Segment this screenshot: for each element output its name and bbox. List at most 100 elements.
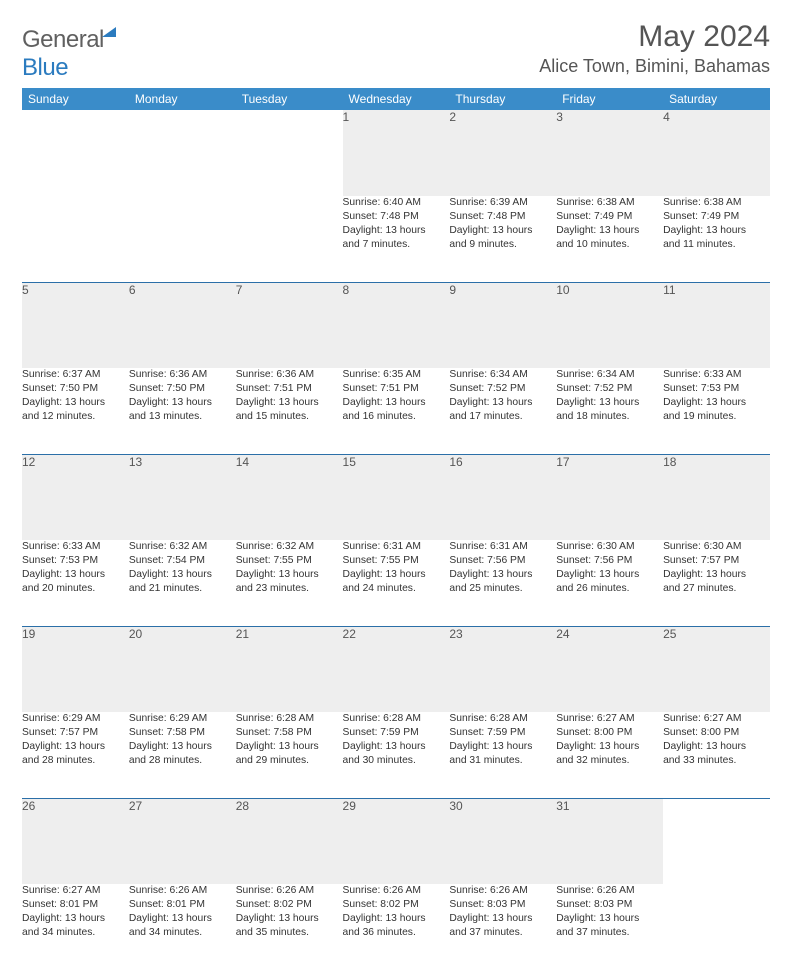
day-body-cell: Sunrise: 6:26 AMSunset: 8:03 PMDaylight:… — [449, 884, 556, 970]
sunset-text: Sunset: 7:57 PM — [663, 554, 770, 568]
day-body-row: Sunrise: 6:29 AMSunset: 7:57 PMDaylight:… — [22, 712, 770, 798]
sunrise-text: Sunrise: 6:33 AM — [22, 540, 129, 554]
day-body-cell — [129, 196, 236, 282]
daylight-text: and 28 minutes. — [22, 754, 129, 768]
day-body-cell: Sunrise: 6:37 AMSunset: 7:50 PMDaylight:… — [22, 368, 129, 454]
logo-part2: Blue — [22, 54, 68, 81]
daylight-text: Daylight: 13 hours — [663, 224, 770, 238]
daylight-text: and 13 minutes. — [129, 410, 236, 424]
sunrise-text: Sunrise: 6:37 AM — [22, 368, 129, 382]
daylight-text: Daylight: 13 hours — [556, 740, 663, 754]
daylight-text: and 34 minutes. — [129, 926, 236, 940]
sunset-text: Sunset: 8:02 PM — [343, 898, 450, 912]
day-number-cell — [236, 110, 343, 196]
day-body-cell: Sunrise: 6:28 AMSunset: 7:59 PMDaylight:… — [343, 712, 450, 798]
day-number-cell: 22 — [343, 626, 450, 712]
day-number-row: 1234 — [22, 110, 770, 196]
sunrise-text: Sunrise: 6:40 AM — [343, 196, 450, 210]
logo-text: General Blue — [22, 26, 116, 82]
sunset-text: Sunset: 7:51 PM — [343, 382, 450, 396]
day-body-cell: Sunrise: 6:30 AMSunset: 7:57 PMDaylight:… — [663, 540, 770, 626]
sunset-text: Sunset: 7:55 PM — [236, 554, 343, 568]
daylight-text: Daylight: 13 hours — [449, 224, 556, 238]
day-number-cell: 2 — [449, 110, 556, 196]
sunset-text: Sunset: 8:01 PM — [22, 898, 129, 912]
daylight-text: Daylight: 13 hours — [236, 740, 343, 754]
day-number-cell: 9 — [449, 282, 556, 368]
daylight-text: Daylight: 13 hours — [449, 740, 556, 754]
daylight-text: and 23 minutes. — [236, 582, 343, 596]
day-number-row: 12131415161718 — [22, 454, 770, 540]
day-body-cell: Sunrise: 6:26 AMSunset: 8:03 PMDaylight:… — [556, 884, 663, 970]
day-body-row: Sunrise: 6:33 AMSunset: 7:53 PM Daylight:… — [22, 540, 770, 626]
daylight-text: and 36 minutes. — [343, 926, 450, 940]
day-body-cell: Sunrise: 6:33 AMSunset: 7:53 PMDaylight:… — [22, 540, 129, 626]
day-number-cell: 1 — [343, 110, 450, 196]
sunset-text: Sunset: 7:49 PM — [663, 210, 770, 224]
day-body-cell: Sunrise: 6:31 AMSunset: 7:55 PMDaylight:… — [343, 540, 450, 626]
daylight-text: Daylight: 13 hours — [556, 224, 663, 238]
day-number-cell: 6 — [129, 282, 236, 368]
day-number-cell: 14 — [236, 454, 343, 540]
day-body-cell: Sunrise: 6:36 AMSunset: 7:51 PMDaylight:… — [236, 368, 343, 454]
daylight-text: and 19 minutes. — [663, 410, 770, 424]
title-block: May 2024 Alice Town, Bimini, Bahamas — [539, 20, 770, 77]
day-number-cell — [129, 110, 236, 196]
day-number-cell: 8 — [343, 282, 450, 368]
sunset-text: Sunset: 8:01 PM — [129, 898, 236, 912]
daylight-text: and 17 minutes. — [449, 410, 556, 424]
sunset-text: Sunset: 7:49 PM — [556, 210, 663, 224]
sunrise-text: Sunrise: 6:26 AM — [129, 884, 236, 898]
sunrise-text: Sunrise: 6:38 AM — [663, 196, 770, 210]
daylight-text: and 30 minutes. — [343, 754, 450, 768]
sunset-text: Sunset: 7:55 PM — [343, 554, 450, 568]
day-number-cell: 20 — [129, 626, 236, 712]
day-body-cell: Sunrise: 6:34 AMSunset: 7:52 PMDaylight:… — [556, 368, 663, 454]
day-body-cell: Sunrise: 6:38 AMSunset: 7:49 PMDaylight:… — [556, 196, 663, 282]
daylight-text: Daylight: 13 hours — [22, 912, 129, 926]
day-number-cell: 17 — [556, 454, 663, 540]
sunrise-text: Sunrise: 6:31 AM — [343, 540, 450, 554]
daylight-text: Daylight: 13 hours — [449, 396, 556, 410]
day-body-cell: Sunrise: 6:28 AMSunset: 7:58 PMDaylight:… — [236, 712, 343, 798]
sunset-text: Sunset: 7:58 PM — [129, 726, 236, 740]
sunrise-text: Sunrise: 6:26 AM — [556, 884, 663, 898]
sunrise-text: Sunrise: 6:28 AM — [449, 712, 556, 726]
day-header: Sunday — [22, 88, 129, 110]
sunset-text: Sunset: 7:52 PM — [449, 382, 556, 396]
daylight-text: and 16 minutes. — [343, 410, 450, 424]
sunset-text: Sunset: 7:48 PM — [449, 210, 556, 224]
sunset-text: Sunset: 7:53 PM — [663, 382, 770, 396]
day-body-cell: Sunrise: 6:26 AMSunset: 8:02 PMDaylight:… — [236, 884, 343, 970]
day-body-cell: Sunrise: 6:32 AMSunset: 7:54 PMDaylight:… — [129, 540, 236, 626]
day-number-cell: 24 — [556, 626, 663, 712]
sunrise-text: Sunrise: 6:26 AM — [236, 884, 343, 898]
sunset-text: Sunset: 7:58 PM — [236, 726, 343, 740]
day-header: Thursday — [449, 88, 556, 110]
day-number-cell: 23 — [449, 626, 556, 712]
day-body-cell: Sunrise: 6:27 AMSunset: 8:00 PMDaylight:… — [556, 712, 663, 798]
day-header: Monday — [129, 88, 236, 110]
sunset-text: Sunset: 7:57 PM — [22, 726, 129, 740]
daylight-text: and 37 minutes. — [449, 926, 556, 940]
day-body-cell: Sunrise: 6:26 AMSunset: 8:01 PMDaylight:… — [129, 884, 236, 970]
sunrise-text: Sunrise: 6:30 AM — [663, 540, 770, 554]
day-header: Friday — [556, 88, 663, 110]
daylight-text: Daylight: 13 hours — [343, 568, 450, 582]
daylight-text: and 32 minutes. — [556, 754, 663, 768]
day-number-cell: 30 — [449, 798, 556, 884]
daylight-text: Daylight: 13 hours — [663, 740, 770, 754]
sunrise-text: Sunrise: 6:27 AM — [22, 884, 129, 898]
daylight-text: and 7 minutes. — [343, 238, 450, 252]
daylight-text: and 26 minutes. — [556, 582, 663, 596]
day-number-row: 567891011 — [22, 282, 770, 368]
sunset-text: Sunset: 8:02 PM — [236, 898, 343, 912]
day-body-cell: Sunrise: 6:32 AMSunset: 7:55 PMDaylight:… — [236, 540, 343, 626]
day-header: Wednesday — [343, 88, 450, 110]
daylight-text: Daylight: 13 hours — [449, 568, 556, 582]
daylight-text: and 15 minutes. — [236, 410, 343, 424]
daylight-text: Daylight: 13 hours — [236, 912, 343, 926]
sunset-text: Sunset: 7:53 PM — [22, 554, 129, 568]
day-body-cell — [663, 884, 770, 970]
day-body-cell: Sunrise: 6:29 AMSunset: 7:58 PMDaylight:… — [129, 712, 236, 798]
